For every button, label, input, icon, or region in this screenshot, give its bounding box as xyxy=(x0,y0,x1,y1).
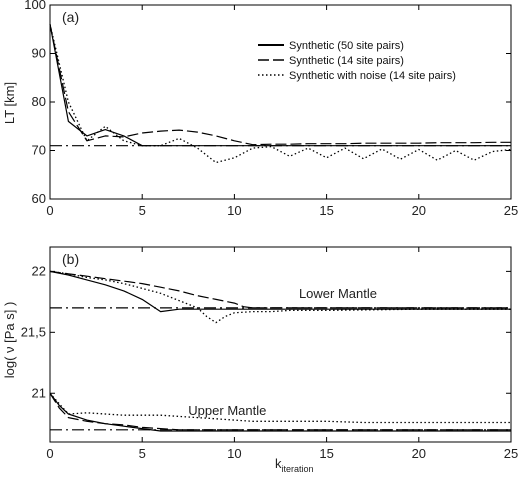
series-line-dotted xyxy=(49,270,511,324)
x-tick-label: 10 xyxy=(227,203,241,218)
x-axis-label: kiteration xyxy=(275,456,314,474)
legend-label: Synthetic (14 site pairs) xyxy=(289,55,404,67)
x-tick-label: 0 xyxy=(46,203,53,218)
y-tick-label: 21 xyxy=(32,385,46,400)
legend-label: Synthetic with noise (14 site pairs) xyxy=(289,70,456,82)
x-tick-label: 5 xyxy=(139,446,146,461)
x-tick-label: 20 xyxy=(412,203,426,218)
x-tick-label: 10 xyxy=(227,446,241,461)
x-tick-label: 15 xyxy=(319,446,333,461)
panel-label: (b) xyxy=(62,251,79,267)
annotation-label: Lower Mantle xyxy=(299,286,377,301)
x-tick-label: 25 xyxy=(504,446,518,461)
series-line-dashed xyxy=(49,24,511,146)
x-tick-label: 20 xyxy=(412,446,426,461)
legend-label: Synthetic (50 site pairs) xyxy=(289,40,404,52)
x-tick-label: 25 xyxy=(504,203,518,218)
x-tick-label: 5 xyxy=(139,203,146,218)
series-line-solid xyxy=(49,392,511,432)
panel-a: 0 5 10 15 20 25 60 70 80 90 100 (a) LT [km] Synthetic… xyxy=(2,0,518,218)
panel-b: 0 5 10 15 20 25 21 21,5 22 (b) log( ν [Pa s] ) kite… xyxy=(2,246,518,474)
y-tick-label: 80 xyxy=(32,94,46,109)
series-line-dashed xyxy=(49,270,511,309)
annotation-label: Upper Mantle xyxy=(188,403,266,418)
y-axis-label: LT [km] xyxy=(2,82,17,124)
y-tick-label: 60 xyxy=(32,191,46,206)
x-tick-label: 0 xyxy=(46,446,53,461)
series-line-dashed xyxy=(49,392,511,431)
series-line-solid xyxy=(49,270,511,313)
panel-label: (a) xyxy=(62,9,79,25)
y-tick-label: 22 xyxy=(32,263,46,278)
x-tick-label: 15 xyxy=(319,203,333,218)
y-tick-label: 21,5 xyxy=(21,324,46,339)
series-line-solid xyxy=(49,24,511,147)
plot-frame xyxy=(49,4,512,200)
series-line-dotted xyxy=(49,24,512,164)
y-axis-label: log( ν [Pa s] ) xyxy=(2,302,17,379)
plot-frame xyxy=(49,246,512,443)
y-tick-label: 100 xyxy=(24,0,46,12)
y-tick-label: 70 xyxy=(32,143,46,158)
y-tick-label: 90 xyxy=(32,46,46,61)
series-line-dotted xyxy=(49,392,511,424)
